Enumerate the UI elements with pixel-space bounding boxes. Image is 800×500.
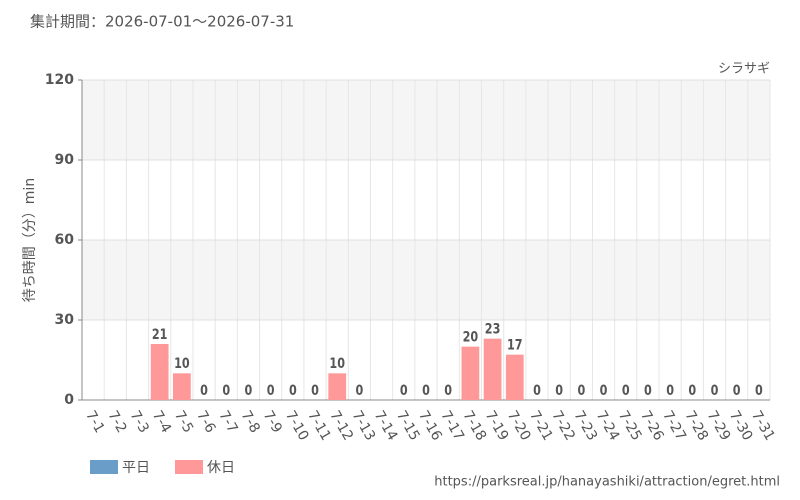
data-label: 0 bbox=[711, 382, 719, 399]
source-url: https://parksreal.jp/hanayashiki/attract… bbox=[434, 475, 780, 490]
data-label: 0 bbox=[356, 382, 364, 399]
data-label: 0 bbox=[245, 382, 253, 399]
plot-band bbox=[82, 240, 770, 320]
data-label: 0 bbox=[622, 382, 630, 399]
data-label: 0 bbox=[200, 382, 208, 399]
legend-swatch bbox=[90, 460, 118, 474]
data-label: 0 bbox=[666, 382, 674, 399]
data-label: 0 bbox=[222, 382, 230, 399]
y-tick-label: 30 bbox=[55, 312, 75, 328]
bar bbox=[328, 373, 347, 400]
data-label: 0 bbox=[733, 382, 741, 399]
bar bbox=[483, 338, 502, 400]
legend-label: 平日 bbox=[122, 460, 150, 476]
data-label: 0 bbox=[644, 382, 652, 399]
x-tick-label: 7-4 bbox=[149, 408, 174, 436]
data-label: 0 bbox=[533, 382, 541, 399]
x-tick-label: 7-1 bbox=[82, 408, 107, 436]
chart-subtitle: シラサギ bbox=[718, 62, 770, 77]
y-tick-label: 90 bbox=[55, 152, 75, 168]
x-tick-label: 7-2 bbox=[104, 408, 129, 436]
data-label: 0 bbox=[755, 382, 763, 399]
bar bbox=[172, 373, 191, 400]
y-axis-label: 待ち時間（分）min bbox=[22, 178, 38, 302]
chart-title: 集計期間：2026-07-01～2026-07-31 bbox=[30, 13, 294, 31]
bar bbox=[150, 344, 169, 400]
bar bbox=[461, 346, 480, 400]
legend-swatch bbox=[175, 460, 203, 474]
data-label: 20 bbox=[463, 328, 479, 345]
data-label: 23 bbox=[485, 320, 501, 337]
y-tick-label: 60 bbox=[55, 232, 75, 248]
x-tick-label: 7-3 bbox=[127, 408, 152, 436]
data-label: 17 bbox=[507, 336, 523, 353]
data-label: 0 bbox=[289, 382, 297, 399]
data-label: 0 bbox=[422, 382, 430, 399]
data-label: 0 bbox=[688, 382, 696, 399]
x-tick-label: 7-7 bbox=[215, 408, 240, 436]
data-label: 0 bbox=[600, 382, 608, 399]
legend-label: 休日 bbox=[207, 460, 235, 476]
data-label: 0 bbox=[577, 382, 585, 399]
data-label: 0 bbox=[444, 382, 452, 399]
data-label: 0 bbox=[400, 382, 408, 399]
x-tick-label: 7-9 bbox=[260, 408, 285, 436]
x-tick-label: 7-8 bbox=[238, 408, 263, 436]
bar bbox=[505, 354, 524, 400]
data-label: 0 bbox=[311, 382, 319, 399]
data-label: 0 bbox=[555, 382, 563, 399]
x-tick-label: 7-5 bbox=[171, 408, 196, 436]
data-label: 10 bbox=[174, 355, 190, 372]
plot-band bbox=[82, 80, 770, 160]
x-tick-label: 7-31 bbox=[748, 408, 778, 444]
x-tick-label: 7-6 bbox=[193, 408, 218, 436]
y-tick-label: 0 bbox=[64, 392, 74, 408]
y-tick-label: 120 bbox=[45, 72, 74, 88]
data-label: 0 bbox=[267, 382, 275, 399]
data-label: 10 bbox=[329, 355, 345, 372]
data-label: 21 bbox=[152, 326, 168, 343]
